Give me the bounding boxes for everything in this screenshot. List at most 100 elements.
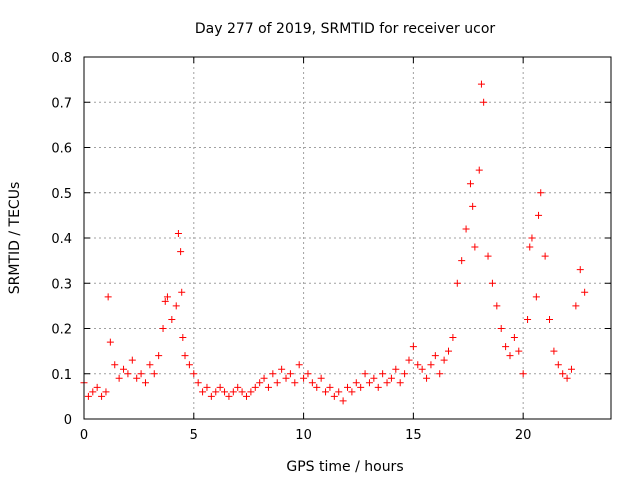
data-point <box>98 392 106 400</box>
data-point <box>133 374 141 382</box>
data-point <box>449 334 457 342</box>
data-point <box>225 392 233 400</box>
data-point <box>141 379 149 387</box>
data-point <box>199 388 207 396</box>
data-point <box>229 388 237 396</box>
data-point <box>93 383 101 391</box>
data-point <box>304 370 312 378</box>
y-tick-label: 0.6 <box>51 142 72 157</box>
y-tick-label: 0.1 <box>51 368 72 383</box>
data-point <box>418 365 426 373</box>
data-point <box>155 352 163 360</box>
data-point <box>535 211 543 219</box>
data-point <box>357 383 365 391</box>
data-point <box>207 392 215 400</box>
data-point <box>466 180 474 188</box>
data-point <box>524 315 532 323</box>
data-point <box>264 383 272 391</box>
data-point <box>317 374 325 382</box>
data-point <box>370 374 378 382</box>
data-point <box>185 361 193 369</box>
data-point <box>387 374 395 382</box>
data-point <box>475 166 483 174</box>
data-point <box>104 293 112 301</box>
data-point <box>484 252 492 260</box>
data-point <box>414 361 422 369</box>
data-point <box>563 374 571 382</box>
data-point <box>526 243 534 251</box>
data-point <box>423 374 431 382</box>
data-point <box>392 365 400 373</box>
data-point <box>163 293 171 301</box>
data-point <box>102 388 110 396</box>
data-point <box>581 288 589 296</box>
data-point <box>161 297 169 305</box>
data-point <box>177 248 185 256</box>
data-point <box>401 370 409 378</box>
data-point <box>273 379 281 387</box>
data-point <box>137 370 145 378</box>
data-point <box>510 334 518 342</box>
data-point <box>550 347 558 355</box>
data-point <box>278 365 286 373</box>
data-point <box>559 370 567 378</box>
x-tick-label: 0 <box>80 428 88 443</box>
data-point <box>335 388 343 396</box>
data-point <box>488 279 496 287</box>
data-point <box>286 370 294 378</box>
data-point <box>502 343 510 351</box>
x-tick-label: 20 <box>515 428 532 443</box>
data-point <box>269 370 277 378</box>
data-point <box>159 325 167 332</box>
x-tick-label: 15 <box>405 428 422 443</box>
data-point <box>203 383 211 391</box>
data-point <box>572 302 580 310</box>
data-point <box>111 361 119 369</box>
data-point <box>541 252 549 260</box>
y-tick-label: 0.5 <box>51 187 72 202</box>
y-axis-label: SRMTID / TECUs <box>7 182 23 295</box>
data-point <box>326 383 334 391</box>
data-point <box>458 257 466 265</box>
data-point <box>251 383 259 391</box>
data-point <box>374 383 382 391</box>
y-tick-label: 0.2 <box>51 323 72 338</box>
data-point <box>308 379 316 387</box>
data-point <box>313 383 321 391</box>
data-point <box>295 361 303 369</box>
data-point <box>532 293 540 301</box>
data-points <box>80 80 589 405</box>
data-point <box>480 98 488 106</box>
data-point <box>537 189 545 197</box>
data-point <box>431 352 439 360</box>
data-point <box>519 370 527 378</box>
data-point <box>330 392 338 400</box>
data-point <box>409 343 417 351</box>
data-point <box>361 370 369 378</box>
data-point <box>172 302 180 310</box>
data-point <box>150 370 158 378</box>
data-point <box>515 347 523 355</box>
x-tick-label: 10 <box>295 428 312 443</box>
data-point <box>115 374 123 382</box>
data-point <box>242 392 250 400</box>
data-point <box>528 234 536 242</box>
data-point <box>181 352 189 360</box>
data-point <box>339 397 347 405</box>
data-point <box>554 361 562 369</box>
data-point <box>190 370 198 378</box>
data-point <box>477 80 485 88</box>
data-point <box>124 370 132 378</box>
data-point <box>383 379 391 387</box>
data-point <box>469 202 477 210</box>
data-point <box>344 383 351 391</box>
data-point <box>493 302 501 310</box>
data-point <box>216 383 224 391</box>
y-tick-label: 0.8 <box>51 51 72 66</box>
data-point <box>128 356 136 364</box>
data-point <box>234 383 242 391</box>
data-point <box>462 225 470 233</box>
data-point <box>238 388 246 396</box>
x-tick-label: 5 <box>190 428 198 443</box>
